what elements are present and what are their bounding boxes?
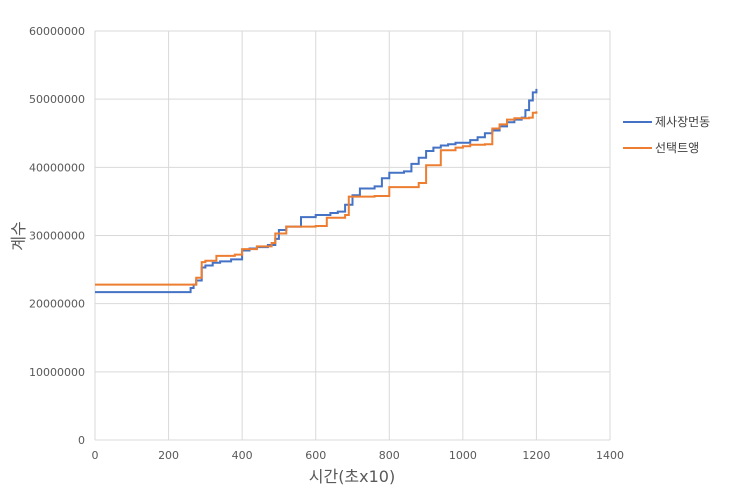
y-tick-label: 20000000 <box>29 298 85 311</box>
y-tick-label: 40000000 <box>29 161 85 174</box>
series-line-2 <box>95 111 538 286</box>
series-lines <box>95 88 538 294</box>
y-tick-label: 60000000 <box>29 25 85 38</box>
x-tick-label: 800 <box>379 449 400 462</box>
legend-label: 제사장먼동 <box>655 115 710 129</box>
x-axis-title: 시간(초x10) <box>309 467 395 486</box>
x-tick-label: 200 <box>158 449 179 462</box>
tick-labels: 0 200 400 600 800 1000 1200 1400 0 10000000 200000… <box>29 25 624 462</box>
legend-label: 선택트앵 <box>655 141 699 155</box>
x-tick-label: 400 <box>232 449 253 462</box>
y-tick-label: 10000000 <box>29 366 85 379</box>
series-line-1 <box>95 88 538 294</box>
x-tick-label: 1000 <box>449 449 477 462</box>
x-tick-label: 1400 <box>596 449 624 462</box>
y-tick-label: 50000000 <box>29 93 85 106</box>
y-axis-title: 계수 <box>9 221 28 250</box>
x-tick-label: 0 <box>92 449 99 462</box>
x-tick-label: 600 <box>305 449 326 462</box>
x-tick-label: 1200 <box>522 449 550 462</box>
y-tick-label: 0 <box>78 434 85 447</box>
gridlines <box>94 30 611 441</box>
y-tick-label: 30000000 <box>29 230 85 243</box>
